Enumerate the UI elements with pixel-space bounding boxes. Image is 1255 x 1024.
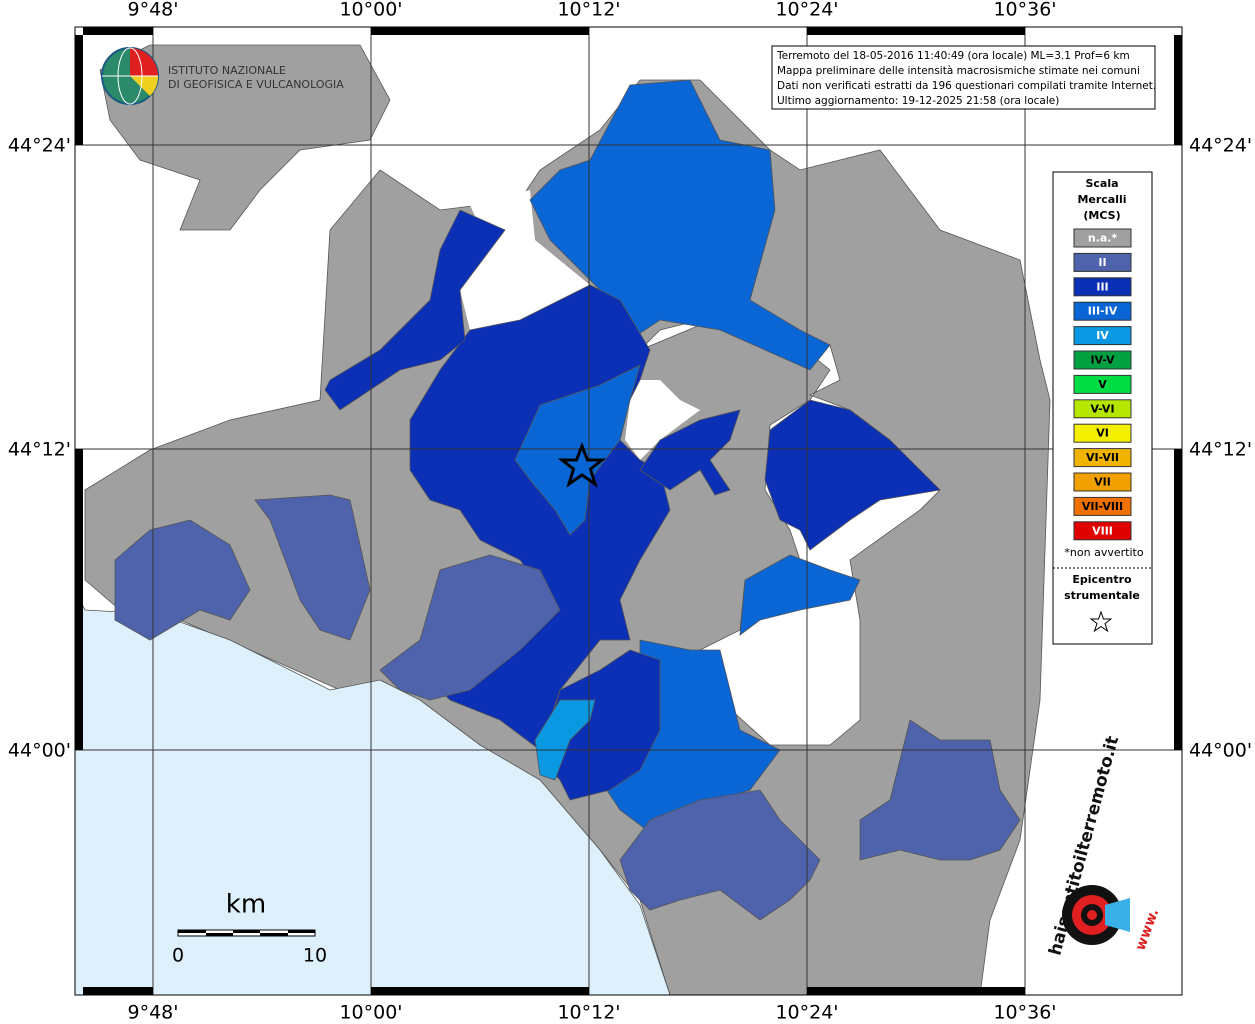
info-text: Mappa preliminare delle intensità macros… — [777, 65, 1140, 77]
lon-label: 10°36' — [993, 1002, 1056, 1024]
region — [114, 519, 251, 641]
legend-epicenter: Epicentro — [1072, 573, 1132, 586]
no-data-area — [625, 380, 700, 460]
lon-label: 10°12' — [557, 1002, 620, 1024]
legend-swatch — [1073, 399, 1132, 419]
lat-label: 44°00' — [1189, 740, 1252, 762]
lat-label: 44°12' — [1189, 439, 1252, 461]
region — [514, 364, 641, 536]
ingv-logo: ISTITUTO NAZIONALE DI GEOFISICA E VULCAN… — [101, 47, 344, 105]
regions — [74, 44, 1051, 996]
legend-swatch — [1073, 228, 1132, 248]
legend-swatch — [1073, 423, 1132, 443]
lon-label: 10°00' — [339, 1002, 402, 1024]
region — [619, 789, 821, 921]
lon-label: 10°24' — [775, 1002, 838, 1024]
legend-label: II — [1098, 256, 1106, 269]
legend-swatch — [1073, 448, 1132, 468]
region — [639, 409, 741, 496]
legend-swatch — [1073, 350, 1132, 370]
legend-label: III-IV — [1088, 305, 1118, 318]
scale-unit: km — [226, 890, 266, 920]
legend-label: VIII — [1092, 524, 1113, 537]
lon-label: 10°12' — [557, 0, 620, 21]
info-text: Ultimo aggiornamento: 19-12-2025 21:58 (… — [777, 95, 1059, 107]
legend-title: Mercalli — [1077, 193, 1126, 206]
legend-swatch — [1073, 326, 1132, 346]
legend-star — [1089, 610, 1113, 633]
legend-title: Scala — [1085, 177, 1118, 190]
region — [859, 719, 1021, 861]
legend-swatch — [1073, 521, 1132, 541]
legend-note: *non avvertito — [1064, 546, 1143, 559]
legend-label: VII-VIII — [1082, 500, 1123, 513]
lon-label: 9°48' — [128, 1002, 179, 1024]
legend-swatch — [1073, 496, 1132, 516]
legend-label: III — [1096, 280, 1108, 293]
legend-swatch — [1073, 277, 1132, 297]
land — [99, 44, 391, 231]
legend-title: (MCS) — [1083, 209, 1120, 222]
legend-swatch — [1073, 301, 1132, 321]
legend-epicenter: strumentale — [1064, 589, 1140, 602]
scale-label: 10 — [303, 945, 327, 967]
info-box: Terremoto del 18-05-2016 11:40:49 (ora l… — [771, 45, 1156, 110]
no-data-area — [460, 190, 640, 340]
region — [739, 554, 861, 636]
lon-label: 10°36' — [993, 0, 1056, 21]
info-text: Dati non verificati estratti da 196 ques… — [777, 80, 1156, 92]
legend-swatch — [1073, 252, 1132, 272]
lat-label: 44°24' — [8, 135, 71, 157]
region — [254, 494, 371, 641]
legend-label: VII — [1094, 476, 1111, 489]
legend-label: n.a.* — [1088, 232, 1118, 245]
legend-label: IV-V — [1090, 354, 1115, 367]
frame-border — [74, 26, 1183, 996]
legend-label: VI — [1096, 427, 1109, 440]
lon-label: 10°24' — [775, 0, 838, 21]
region — [324, 209, 506, 411]
logo-text: DI GEOFISICA E VULCANOLOGIA — [168, 78, 344, 91]
logo-text: ISTITUTO NAZIONALE — [168, 64, 286, 77]
lat-label: 44°12' — [8, 439, 71, 461]
lon-label: 10°00' — [339, 0, 402, 21]
legend-label: V-VI — [1090, 402, 1114, 415]
info-text: Terremoto del 18-05-2016 11:40:49 (ora l… — [776, 50, 1130, 62]
legend-label: IV — [1096, 329, 1109, 342]
scale-bar: km 0 10 — [172, 890, 327, 967]
lon-label: 9°48' — [128, 0, 179, 21]
legend-label: V — [1098, 378, 1107, 391]
lat-label: 44°24' — [1189, 135, 1252, 157]
graticule — [75, 27, 1182, 995]
region — [379, 554, 561, 701]
scale-label: 0 — [172, 945, 184, 967]
region — [764, 399, 941, 551]
epicenter — [557, 441, 607, 488]
legend-label: VI-VII — [1086, 451, 1119, 464]
region — [534, 699, 596, 781]
legend-swatch — [1073, 374, 1132, 394]
lat-label: 44°00' — [8, 740, 71, 762]
legend-swatch — [1073, 472, 1132, 492]
legend: Scala Mercalli (MCS) *non avvertito Epic… — [1052, 171, 1153, 645]
